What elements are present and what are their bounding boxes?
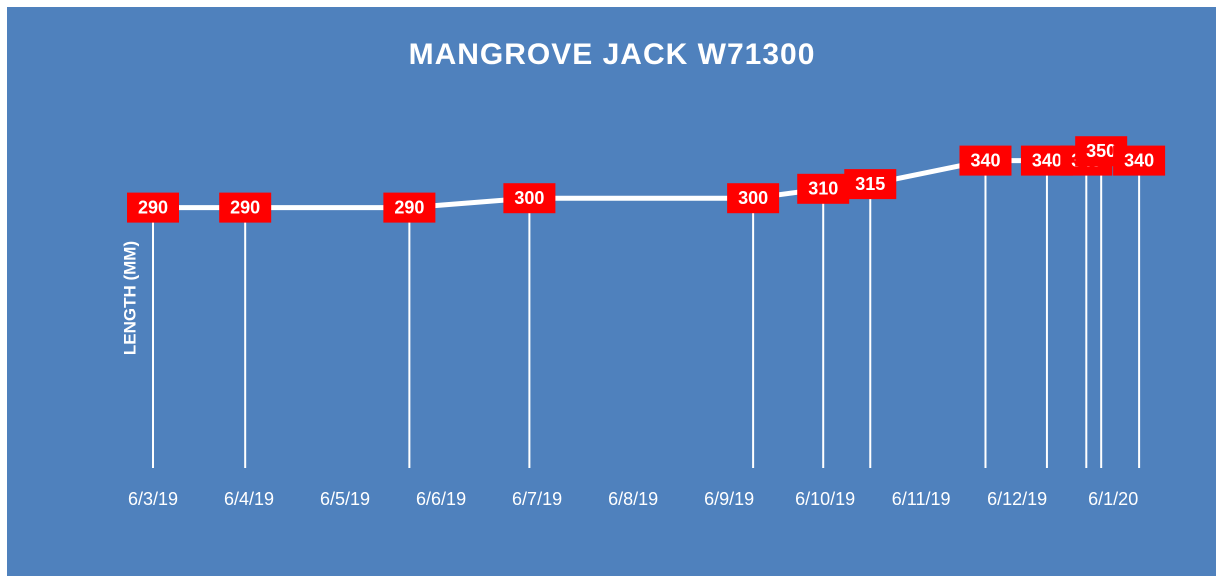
data-label-box — [219, 192, 272, 223]
x-tick-label: 6/12/19 — [987, 489, 1047, 509]
x-tick-label: 6/1/20 — [1088, 489, 1138, 509]
data-label: 290 — [138, 197, 168, 217]
data-label: 340 — [1124, 150, 1154, 170]
data-label-box — [127, 192, 180, 223]
data-label: 290 — [230, 197, 260, 217]
x-tick-label: 6/4/19 — [224, 489, 274, 509]
data-label-box — [727, 183, 780, 214]
data-label: 340 — [1032, 150, 1062, 170]
x-tick-label: 6/8/19 — [608, 489, 658, 509]
chart-area — [7, 7, 1216, 576]
data-label-box — [797, 173, 850, 204]
data-label: 350 — [1086, 141, 1116, 161]
x-tick-label: 6/6/19 — [416, 489, 466, 509]
data-label-box — [503, 183, 556, 214]
data-label-box — [959, 145, 1012, 176]
x-tick-label: 6/11/19 — [892, 489, 951, 509]
x-tick-label: 6/9/19 — [704, 489, 754, 509]
data-label-box — [383, 192, 436, 223]
x-tick-label: 6/3/19 — [128, 489, 178, 509]
data-label: 300 — [514, 188, 544, 208]
x-tick-label: 6/7/19 — [512, 489, 562, 509]
data-label: 315 — [855, 174, 885, 194]
data-label-box — [1113, 145, 1166, 176]
data-label: 290 — [394, 197, 424, 217]
x-tick-label: 6/10/19 — [795, 489, 855, 509]
data-label: 340 — [970, 150, 1000, 170]
data-label: 300 — [738, 188, 768, 208]
data-label: 310 — [808, 179, 838, 199]
chart-title: MANGROVE JACK W71300 — [409, 38, 816, 71]
data-label-box — [844, 169, 897, 200]
x-tick-label: 6/5/19 — [320, 489, 370, 509]
y-axis-label: LENGTH (MM) — [120, 241, 139, 355]
